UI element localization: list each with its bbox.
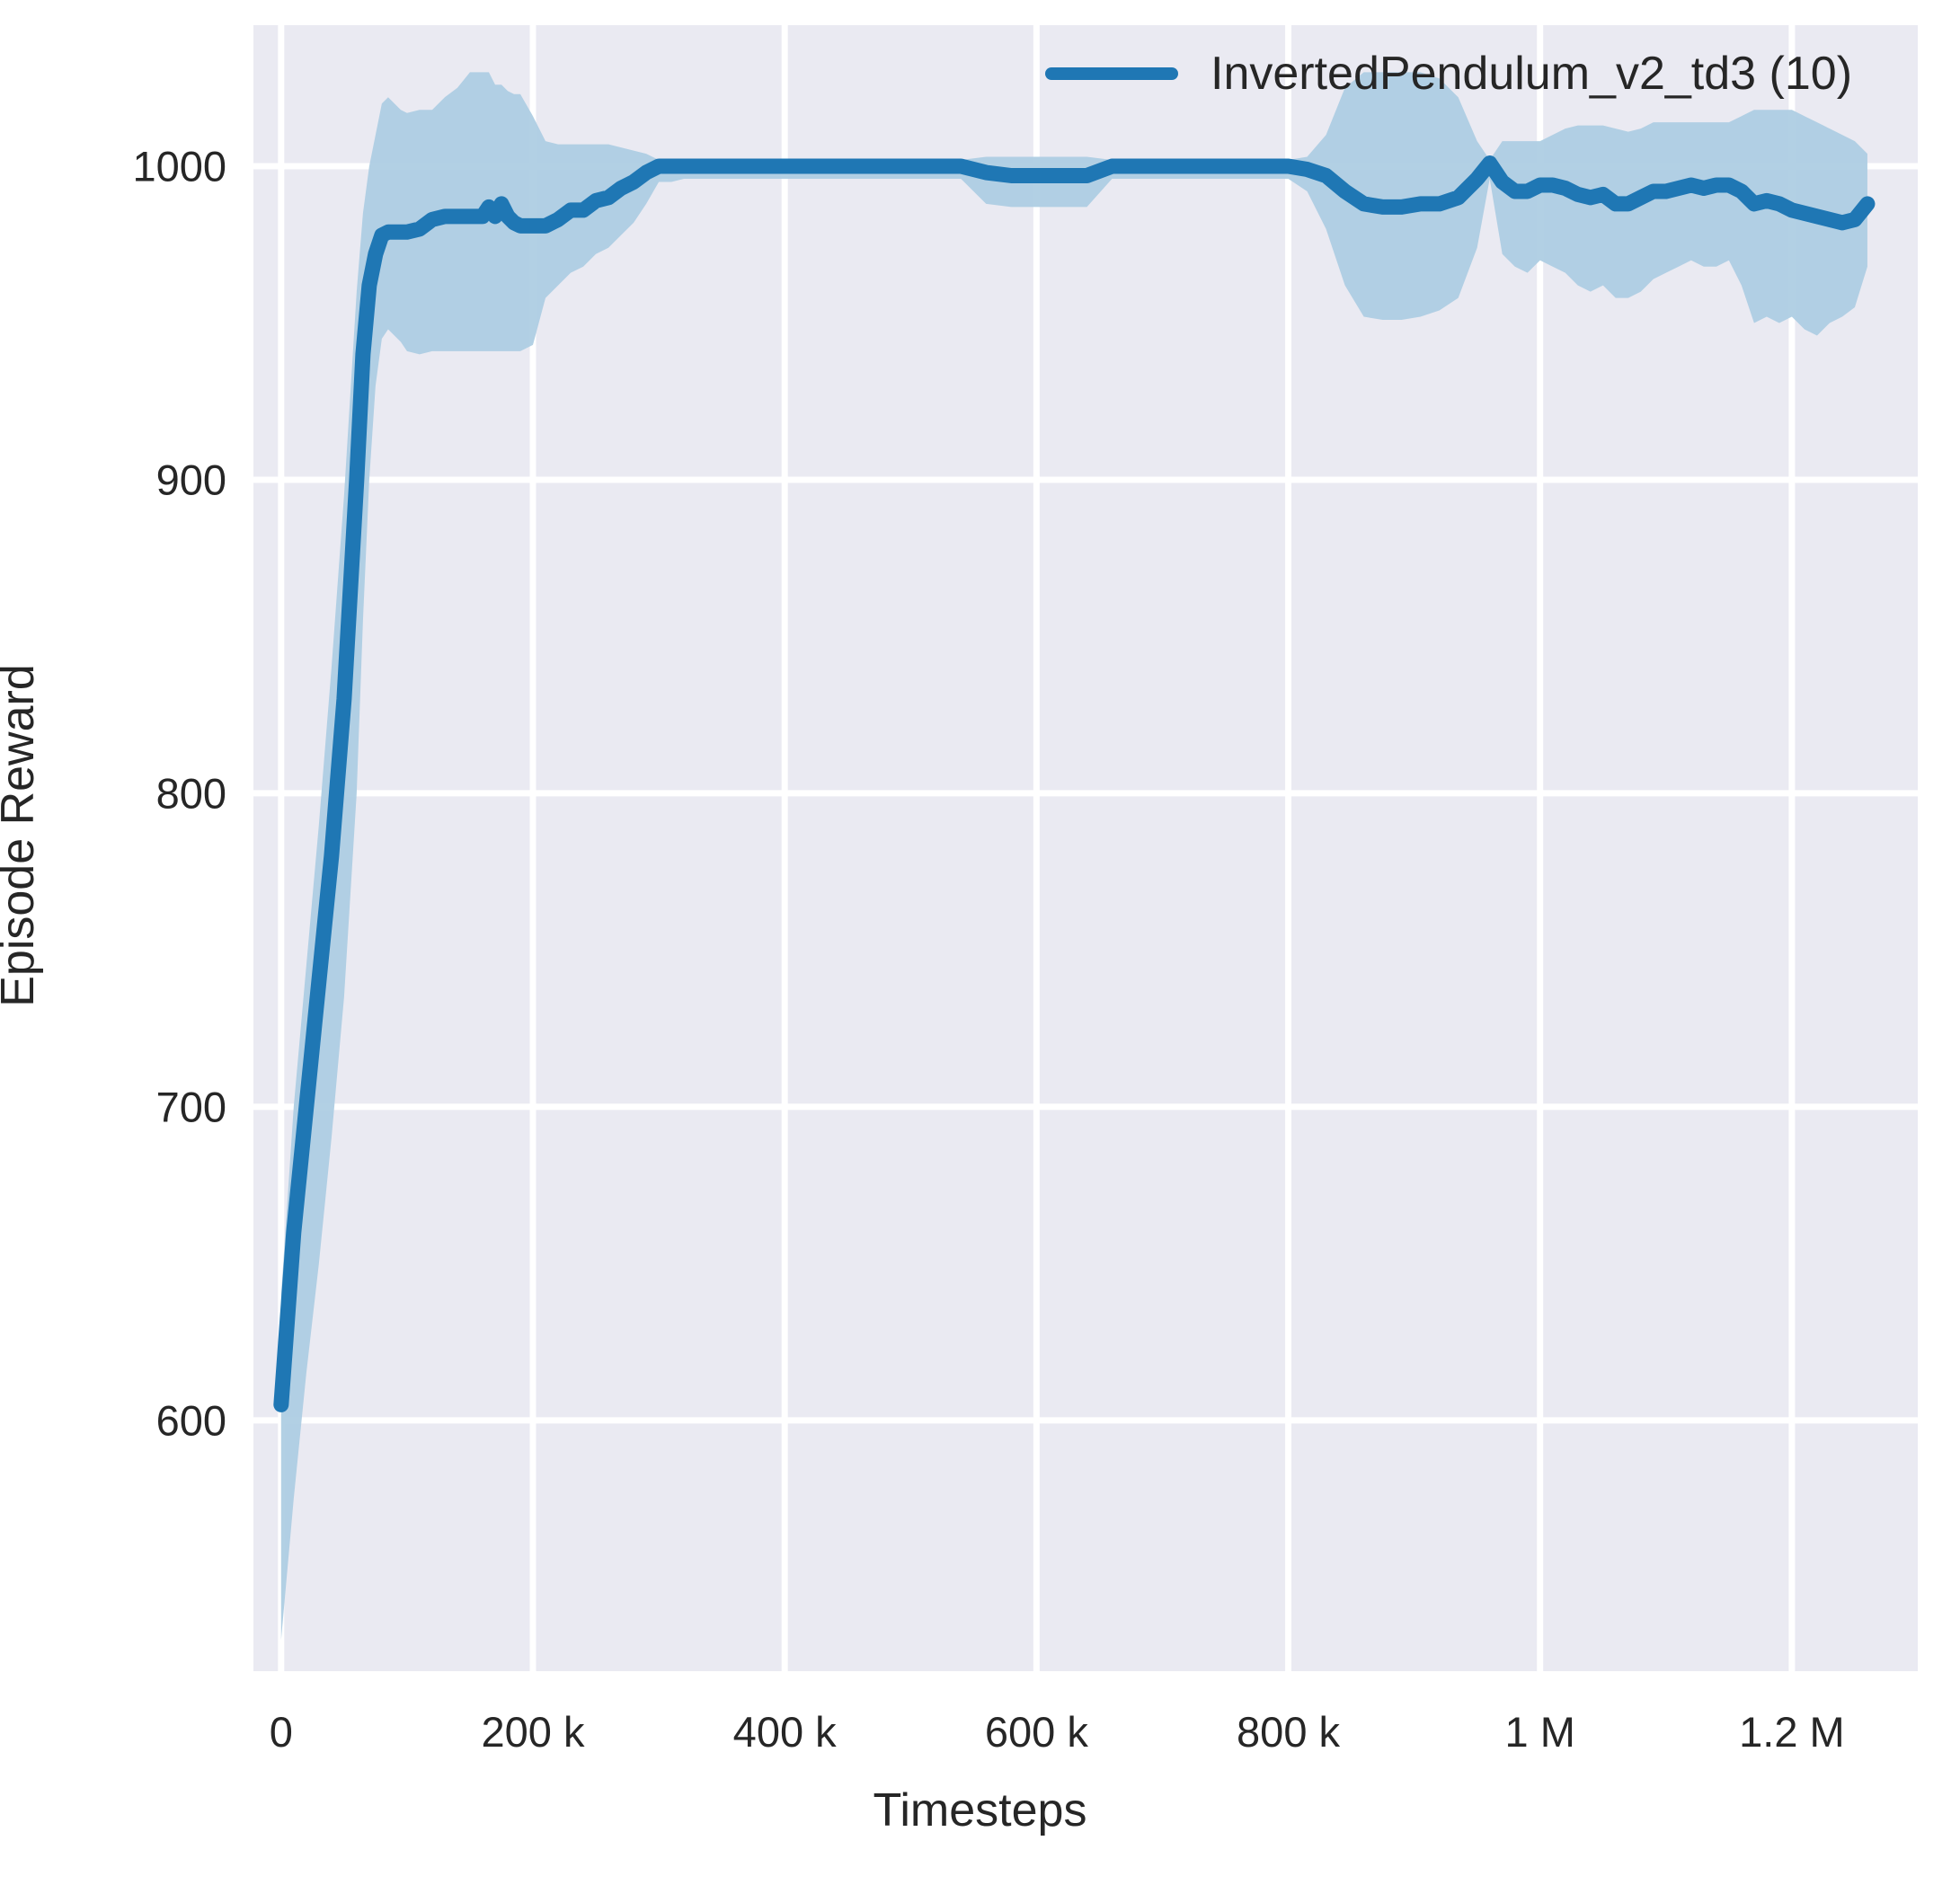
y-tick-label: 700 xyxy=(155,1083,226,1131)
x-tick-label: 1 M xyxy=(1504,1708,1575,1756)
y-tick-label: 600 xyxy=(155,1396,226,1445)
y-tick-label: 900 xyxy=(155,456,226,504)
x-tick-label: 1.2 M xyxy=(1739,1708,1845,1756)
legend-color-swatch xyxy=(1045,67,1178,80)
y-tick-label: 1000 xyxy=(132,142,226,190)
confidence-band xyxy=(280,72,1867,1641)
plot-area xyxy=(253,25,1918,1671)
x-tick-label: 200 k xyxy=(481,1708,585,1756)
x-tick-label: 800 k xyxy=(1237,1708,1341,1756)
y-tick-label: 800 xyxy=(155,769,226,818)
x-tick-label: 600 k xyxy=(984,1708,1088,1756)
horizontal-gridlines xyxy=(253,163,1918,1424)
series-line xyxy=(273,155,1876,1412)
x-tick-label: 0 xyxy=(269,1708,293,1756)
plot-svg xyxy=(253,25,1918,1671)
legend-entry-label: InvertedPendulum_v2_td3 (10) xyxy=(1211,48,1853,100)
chart-legend: InvertedPendulum_v2_td3 (10) xyxy=(1045,47,1852,101)
x-axis-title: Timesteps xyxy=(873,1784,1087,1836)
x-tick-label: 400 k xyxy=(732,1708,837,1756)
y-axis-title: Episode Reward xyxy=(0,664,44,1007)
